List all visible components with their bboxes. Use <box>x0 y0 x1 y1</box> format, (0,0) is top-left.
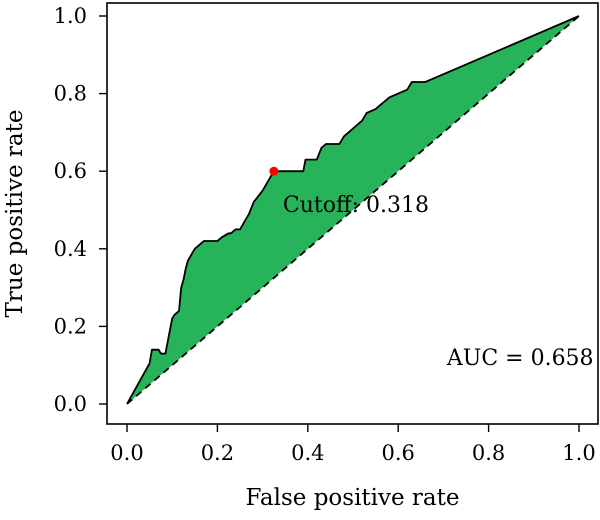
x-tick-label: 1.0 <box>562 441 595 465</box>
y-tick-label: 0.0 <box>54 392 87 416</box>
x-tick-label: 0.2 <box>201 441 234 465</box>
y-tick-label: 0.6 <box>54 159 87 183</box>
chance-diagonal-line <box>126 15 580 405</box>
x-axis-ticks: 0.0 0.2 0.4 0.6 0.8 1.0 <box>110 424 596 465</box>
y-tick-label: 0.8 <box>54 82 87 106</box>
cutoff-label: Cutoff: 0.318 <box>283 193 429 218</box>
roc-curve-line <box>126 15 580 405</box>
y-tick-label: 0.2 <box>54 314 87 338</box>
plot-frame <box>106 2 599 425</box>
y-axis-title: True positive rate <box>2 110 28 318</box>
x-axis-title: False positive rate <box>246 485 460 511</box>
x-tick-label: 0.0 <box>110 441 143 465</box>
y-tick-label: 1.0 <box>54 4 87 28</box>
auc-label: AUC = 0.658 <box>446 346 594 371</box>
x-tick-label: 0.4 <box>291 441 324 465</box>
y-axis-ticks: 0.0 0.2 0.4 0.6 0.8 1.0 <box>54 4 107 416</box>
y-tick-label: 0.4 <box>54 237 87 261</box>
cutoff-point <box>269 166 279 176</box>
x-tick-label: 0.8 <box>472 441 505 465</box>
x-tick-label: 0.6 <box>381 441 414 465</box>
